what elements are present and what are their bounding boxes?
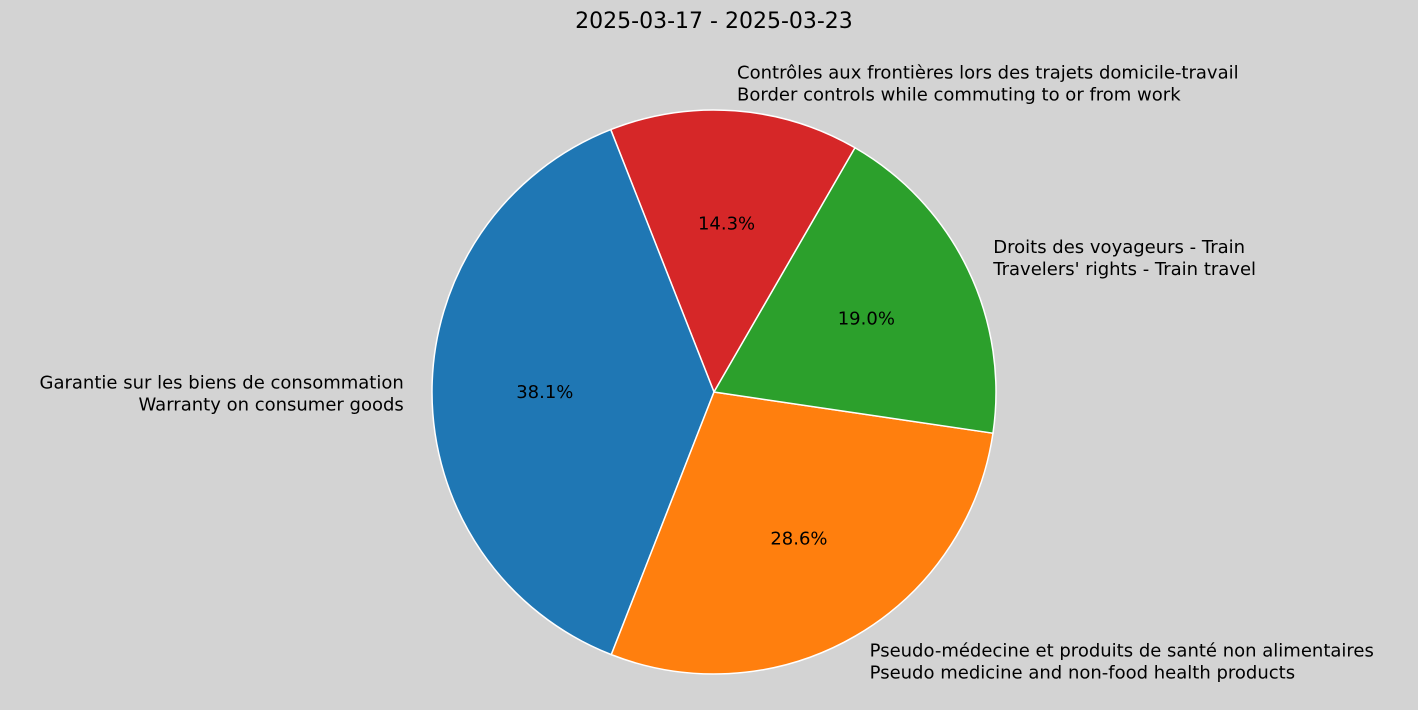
- pie-slice-1: [431, 128, 715, 656]
- slice-label-3: Droits des voyageurs - Train Travelers' r…: [992, 237, 1256, 280]
- pie-slice-3: [712, 146, 997, 435]
- slice-percent-label-0: 14.3%: [698, 213, 755, 234]
- slice-percent-label-3: 19.0%: [838, 308, 895, 329]
- slice-label-1: Garantie sur les biens de consommation Wa…: [40, 372, 404, 415]
- slice-percent-label-1: 38.1%: [516, 382, 573, 403]
- slice-label-fr-3: Droits des voyageurs - Train: [993, 237, 1245, 258]
- slice-label-en-1: Warranty on consumer goods: [139, 394, 404, 415]
- chart-title: 2025-03-17 - 2025-03-23: [575, 9, 853, 34]
- slice-label-en-2: Pseudo medicine and non-food health prod…: [870, 662, 1295, 683]
- slice-percent-label-2: 28.6%: [770, 528, 827, 549]
- pie-slice-2: [610, 391, 994, 675]
- slice-label-fr-2: Pseudo-médecine et produits de santé non…: [870, 640, 1374, 661]
- slice-label-en-0: Border controls while commuting to or fr…: [737, 85, 1181, 106]
- slice-label-fr-0: Contrôles aux frontières lors des trajet…: [737, 63, 1239, 84]
- slice-label-2: Pseudo-médecine et produits de santé non…: [870, 640, 1374, 683]
- slice-label-en-3: Travelers' rights - Train travel: [992, 259, 1256, 280]
- slice-label-0: Contrôles aux frontières lors des trajet…: [737, 63, 1239, 106]
- pie-slice-0: [609, 109, 857, 394]
- slice-label-fr-1: Garantie sur les biens de consommation: [40, 372, 404, 393]
